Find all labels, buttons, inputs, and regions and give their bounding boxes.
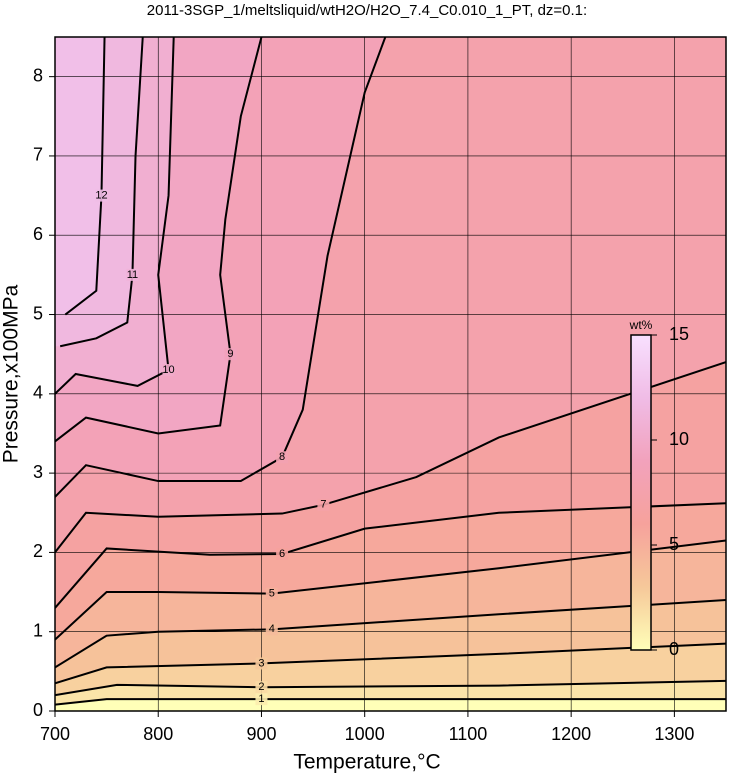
contour-line: [55, 361, 726, 554]
contour-label-bg: [126, 268, 139, 281]
x-tick-label: 800: [143, 724, 173, 744]
y-tick-label: 4: [33, 383, 43, 403]
contour-line: [59, 37, 144, 348]
contour-line: [55, 539, 726, 641]
contour-label-bg: [255, 681, 268, 694]
colorbar-tick-label: 0: [669, 639, 679, 659]
y-tick-label: 2: [33, 541, 43, 561]
contour-label: 9: [227, 348, 233, 360]
contour-label-bg: [255, 693, 268, 706]
chart-title: 2011-3SGP_1/meltsliquid/wtH2O/H2O_7.4_C0…: [147, 2, 587, 19]
contour-label: 2: [258, 681, 264, 693]
y-tick-label: 7: [33, 145, 43, 165]
y-tick-label: 1: [33, 620, 43, 640]
colorbar: wt% 0 5 10 15: [629, 318, 689, 659]
contour-label-bg: [265, 587, 278, 600]
plot-frame: [54, 36, 727, 712]
x-tick-label: 1300: [654, 724, 694, 744]
contour-label: 4: [269, 623, 275, 635]
contour-label-bg: [276, 451, 289, 464]
contour-line: [55, 698, 726, 706]
y-tick-label: 8: [33, 65, 43, 85]
colorbar-tick-label: 15: [669, 324, 689, 344]
contour-label: 12: [95, 189, 107, 201]
x-tick-label: 1100: [449, 724, 488, 744]
contour-label: 5: [269, 588, 275, 600]
contour-label: 1: [258, 693, 264, 705]
contour-label-bg: [162, 364, 175, 377]
y-axis-label: Pressure,x100MPa: [0, 284, 23, 463]
contour-band: [55, 37, 105, 315]
y-tick-label: 5: [33, 303, 43, 323]
contour-label: 6: [279, 548, 285, 560]
contour-line: [64, 37, 106, 316]
colorbar-tick-label: 10: [669, 429, 689, 449]
colorbar-label: wt%: [629, 318, 653, 332]
contour-label-bg: [265, 623, 278, 636]
contour-label-bg: [255, 657, 268, 670]
contour-fills: [55, 37, 726, 711]
contour-label-bg: [95, 189, 108, 202]
colorbar-tick-label: 5: [669, 534, 679, 554]
y-tick-label: 0: [33, 700, 43, 720]
x-tick-label: 1000: [345, 724, 385, 744]
contour-label: 7: [320, 499, 326, 511]
contour-label: 11: [127, 269, 138, 281]
colorbar-scale: [630, 334, 652, 651]
contour-label: 10: [162, 364, 174, 376]
y-tick-label: 3: [33, 462, 43, 482]
x-tick-label: 700: [40, 724, 70, 744]
contour-line: [55, 598, 726, 669]
contour-label: 3: [258, 657, 264, 669]
contour-label-bg: [317, 498, 330, 511]
y-tick-label: 6: [33, 224, 43, 244]
contour-label-bg: [276, 547, 289, 560]
contour-label-bg: [224, 348, 237, 361]
x-tick-label: 1200: [551, 724, 591, 744]
x-tick-label: 900: [246, 724, 276, 744]
contour-label: 8: [279, 451, 285, 463]
x-axis-label: Temperature,°C: [293, 751, 440, 774]
